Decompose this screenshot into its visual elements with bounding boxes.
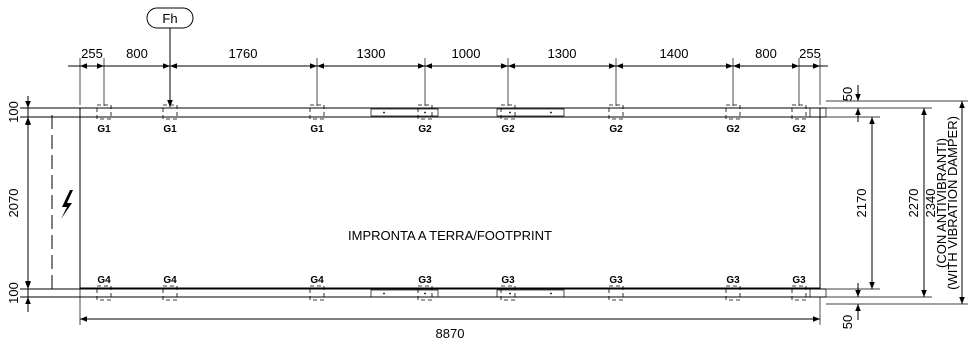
top-dim-7: 1400: [660, 46, 689, 61]
left-dim-bottom: 100: [6, 282, 21, 304]
right-dim-overall-note-en: (WITH VIBRATION DAMPER): [945, 116, 960, 290]
right-offset-bottom: 50: [840, 315, 855, 329]
support-label-top-3: G1: [310, 124, 324, 135]
bottom-supports: G4 G4 G4 G3 G3 G3 G3 G3: [96, 275, 807, 301]
support-pad: [96, 285, 112, 301]
top-dim-3: 1760: [229, 46, 258, 61]
support-pad: [608, 104, 624, 120]
support-label-top-5: G2: [501, 124, 515, 135]
support-pad: [608, 285, 624, 301]
support-label-top-8: G2: [792, 124, 806, 135]
support-pad: [500, 104, 516, 120]
top-dim-4: 1300: [357, 46, 386, 61]
support-pad: [309, 104, 325, 120]
top-supports: G1 G1 G1 G2 G2 G2 G2 G2: [96, 104, 807, 135]
top-dim-8: 800: [755, 46, 777, 61]
top-dimension-chain: 255 800 1760 1300 1000 1300 1400 800 255: [68, 46, 828, 106]
support-label-top-1: G1: [97, 124, 111, 135]
top-dim-1: 255: [81, 46, 103, 61]
support-label-bottom-1: G4: [97, 275, 111, 286]
support-pad: [417, 104, 433, 120]
right-dim-overall-note-it: (CON ANTIVIBRANTI): [934, 138, 949, 268]
electrical-hazard-icon: [61, 190, 73, 219]
right-dim-overall: 2340: [923, 189, 938, 218]
support-label-bottom-8: G3: [792, 275, 806, 286]
support-label-top-7: G2: [726, 124, 740, 135]
support-pad: [791, 104, 807, 120]
support-label-top-4: G2: [418, 124, 432, 135]
support-label-top-6: G2: [609, 124, 623, 135]
right-dim-outer: 2270: [906, 189, 921, 218]
footprint-label: IMPRONTA A TERRA/FOOTPRINT: [348, 228, 552, 243]
support-label-bottom-2: G4: [163, 275, 177, 286]
right-dimension-chain: 50 50 2170 2270 2340 (CON ANTIVIBRANTI) …: [826, 85, 968, 329]
top-dim-6: 1300: [548, 46, 577, 61]
support-pad: [791, 285, 807, 301]
top-dim-5: 1000: [452, 46, 481, 61]
support-pad: [725, 104, 741, 120]
support-pad: [500, 285, 516, 301]
left-dim-top: 100: [6, 101, 21, 123]
support-label-bottom-5: G3: [501, 275, 515, 286]
support-pad: [162, 285, 178, 301]
support-pad: [96, 104, 112, 120]
support-label-top-2: G1: [163, 124, 177, 135]
support-label-bottom-3: G4: [310, 275, 324, 286]
support-pad: [309, 285, 325, 301]
left-dimension-chain: 100 2070 100: [6, 96, 31, 312]
support-pad: [417, 285, 433, 301]
length-dim-label: 8870: [436, 326, 465, 341]
top-dim-9: 255: [799, 46, 821, 61]
force-label: Fh: [162, 11, 177, 26]
support-pad: [162, 104, 178, 120]
support-pad: [725, 285, 741, 301]
left-dim-middle: 2070: [6, 189, 21, 218]
right-dim-inner: 2170: [854, 189, 869, 218]
right-offset-top: 50: [840, 87, 855, 101]
support-label-bottom-4: G3: [418, 275, 432, 286]
footprint-outline: [20, 107, 827, 298]
support-label-bottom-7: G3: [726, 275, 740, 286]
top-dim-2: 800: [126, 46, 148, 61]
support-label-bottom-6: G3: [609, 275, 623, 286]
length-dimension: 8870: [79, 289, 821, 341]
